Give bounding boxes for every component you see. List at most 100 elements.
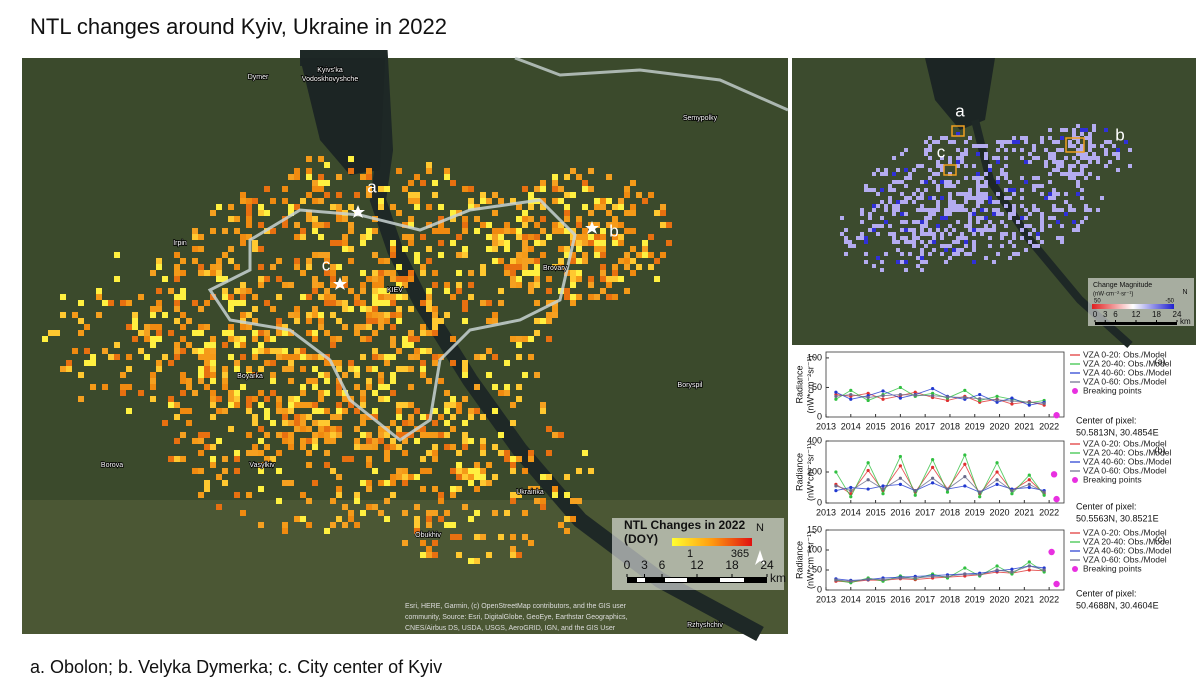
ntl-pixel <box>546 336 552 342</box>
magnitude-pixel <box>980 200 984 204</box>
magnitude-pixel <box>936 188 940 192</box>
place-label: Rzhyshchiv <box>687 622 723 629</box>
ntl-pixel <box>384 288 390 294</box>
ntl-pixel <box>378 318 384 324</box>
legend-label: VZA 0-20: Obs./Model <box>1083 349 1167 359</box>
magnitude-pixel <box>936 224 940 228</box>
ntl-pixel <box>264 300 270 306</box>
ntl-pixel <box>330 342 336 348</box>
obs-point <box>849 392 853 397</box>
ntl-pixel <box>378 438 384 444</box>
magnitude-pixel <box>1076 180 1080 184</box>
ntl-pixel <box>540 240 546 246</box>
ntl-pixel <box>402 402 408 408</box>
magnitude-pixel <box>924 216 928 220</box>
ntl-pixel <box>504 240 510 246</box>
ntl-pixel <box>234 468 240 474</box>
ntl-pixel <box>360 420 366 426</box>
ntl-pixel <box>234 342 240 348</box>
magnitude-pixel <box>956 220 960 224</box>
obs-point <box>978 392 982 397</box>
ntl-pixel <box>318 222 324 228</box>
ntl-pixel <box>420 426 426 432</box>
magnitude-pixel <box>1072 156 1076 160</box>
ntl-pixel <box>258 348 264 354</box>
magnitude-pixel <box>980 184 984 188</box>
ntl-pixel <box>210 348 216 354</box>
magnitude-pixel <box>944 184 948 188</box>
ntl-pixel <box>390 204 396 210</box>
magnitude-pixel <box>964 148 968 152</box>
ntl-pixel <box>294 396 300 402</box>
ntl-pixel <box>618 258 624 264</box>
ntl-pixel <box>336 432 342 438</box>
breaking-point <box>1053 495 1060 503</box>
ntl-pixel <box>336 516 342 522</box>
ntl-pixel <box>486 372 492 378</box>
ntl-pixel <box>120 300 126 306</box>
magnitude-pixel <box>1068 208 1072 212</box>
ntl-pixel <box>456 534 462 540</box>
x-tick-label: 2016 <box>890 594 910 604</box>
magnitude-pixel <box>900 252 904 256</box>
ntl-pixel <box>318 186 324 192</box>
ntl-pixel <box>354 444 360 450</box>
magnitude-pixel <box>928 148 932 152</box>
obs-point <box>898 576 902 580</box>
ntl-pixel <box>492 408 498 414</box>
ntl-pixel <box>528 204 534 210</box>
magnitude-pixel <box>1076 124 1080 128</box>
ntl-pixel <box>438 378 444 384</box>
magnitude-pixel <box>876 192 880 196</box>
legend-label: Breaking points <box>1083 474 1142 484</box>
ntl-pixel <box>456 282 462 288</box>
ntl-pixel <box>300 228 306 234</box>
ntl-pixel <box>150 336 156 342</box>
magnitude-pixel <box>948 232 952 236</box>
ntl-pixel <box>666 240 672 246</box>
ntl-pixel <box>372 288 378 294</box>
ntl-pixel <box>384 396 390 402</box>
ntl-pixel <box>468 186 474 192</box>
ntl-pixel <box>324 432 330 438</box>
magnitude-pixel <box>1048 180 1052 184</box>
magnitude-pixel <box>968 136 972 140</box>
magnitude-pixel <box>960 156 964 160</box>
obs-point <box>1010 402 1014 406</box>
place-label: Obukhiv <box>415 532 441 539</box>
magnitude-pixel <box>984 192 988 196</box>
ntl-pixel <box>156 366 162 372</box>
magnitude-pixel <box>1028 152 1032 156</box>
magnitude-pixel <box>1056 140 1060 144</box>
ntl-pixel <box>348 402 354 408</box>
ntl-pixel <box>378 300 384 306</box>
magnitude-pixel <box>972 248 976 252</box>
magnitude-pixel <box>1072 220 1076 224</box>
ntl-pixel <box>348 510 354 516</box>
magnitude-pixel <box>996 212 1000 216</box>
ntl-pixel <box>606 294 612 300</box>
ntl-pixel <box>558 186 564 192</box>
ntl-pixel <box>516 258 522 264</box>
ntl-pixel <box>132 318 138 324</box>
ntl-pixel <box>282 528 288 534</box>
ntl-pixel <box>366 306 372 312</box>
magnitude-pixel <box>844 236 848 240</box>
ntl-pixel <box>552 180 558 186</box>
ntl-pixel <box>234 456 240 462</box>
magnitude-pixel <box>992 156 996 160</box>
magnitude-pixel <box>1072 228 1076 232</box>
magnitude-pixel <box>1004 188 1008 192</box>
ntl-pixel <box>456 252 462 258</box>
ntl-pixel <box>126 300 132 306</box>
magnitude-pixel <box>964 208 968 212</box>
ntl-pixel <box>534 486 540 492</box>
ntl-pixel <box>582 258 588 264</box>
ntl-pixel <box>360 270 366 276</box>
magnitude-pixel <box>1052 188 1056 192</box>
ntl-pixel <box>432 444 438 450</box>
ntl-pixel <box>258 210 264 216</box>
magnitude-pixel <box>976 216 980 220</box>
ntl-pixel <box>258 222 264 228</box>
magnitude-pixel <box>992 260 996 264</box>
